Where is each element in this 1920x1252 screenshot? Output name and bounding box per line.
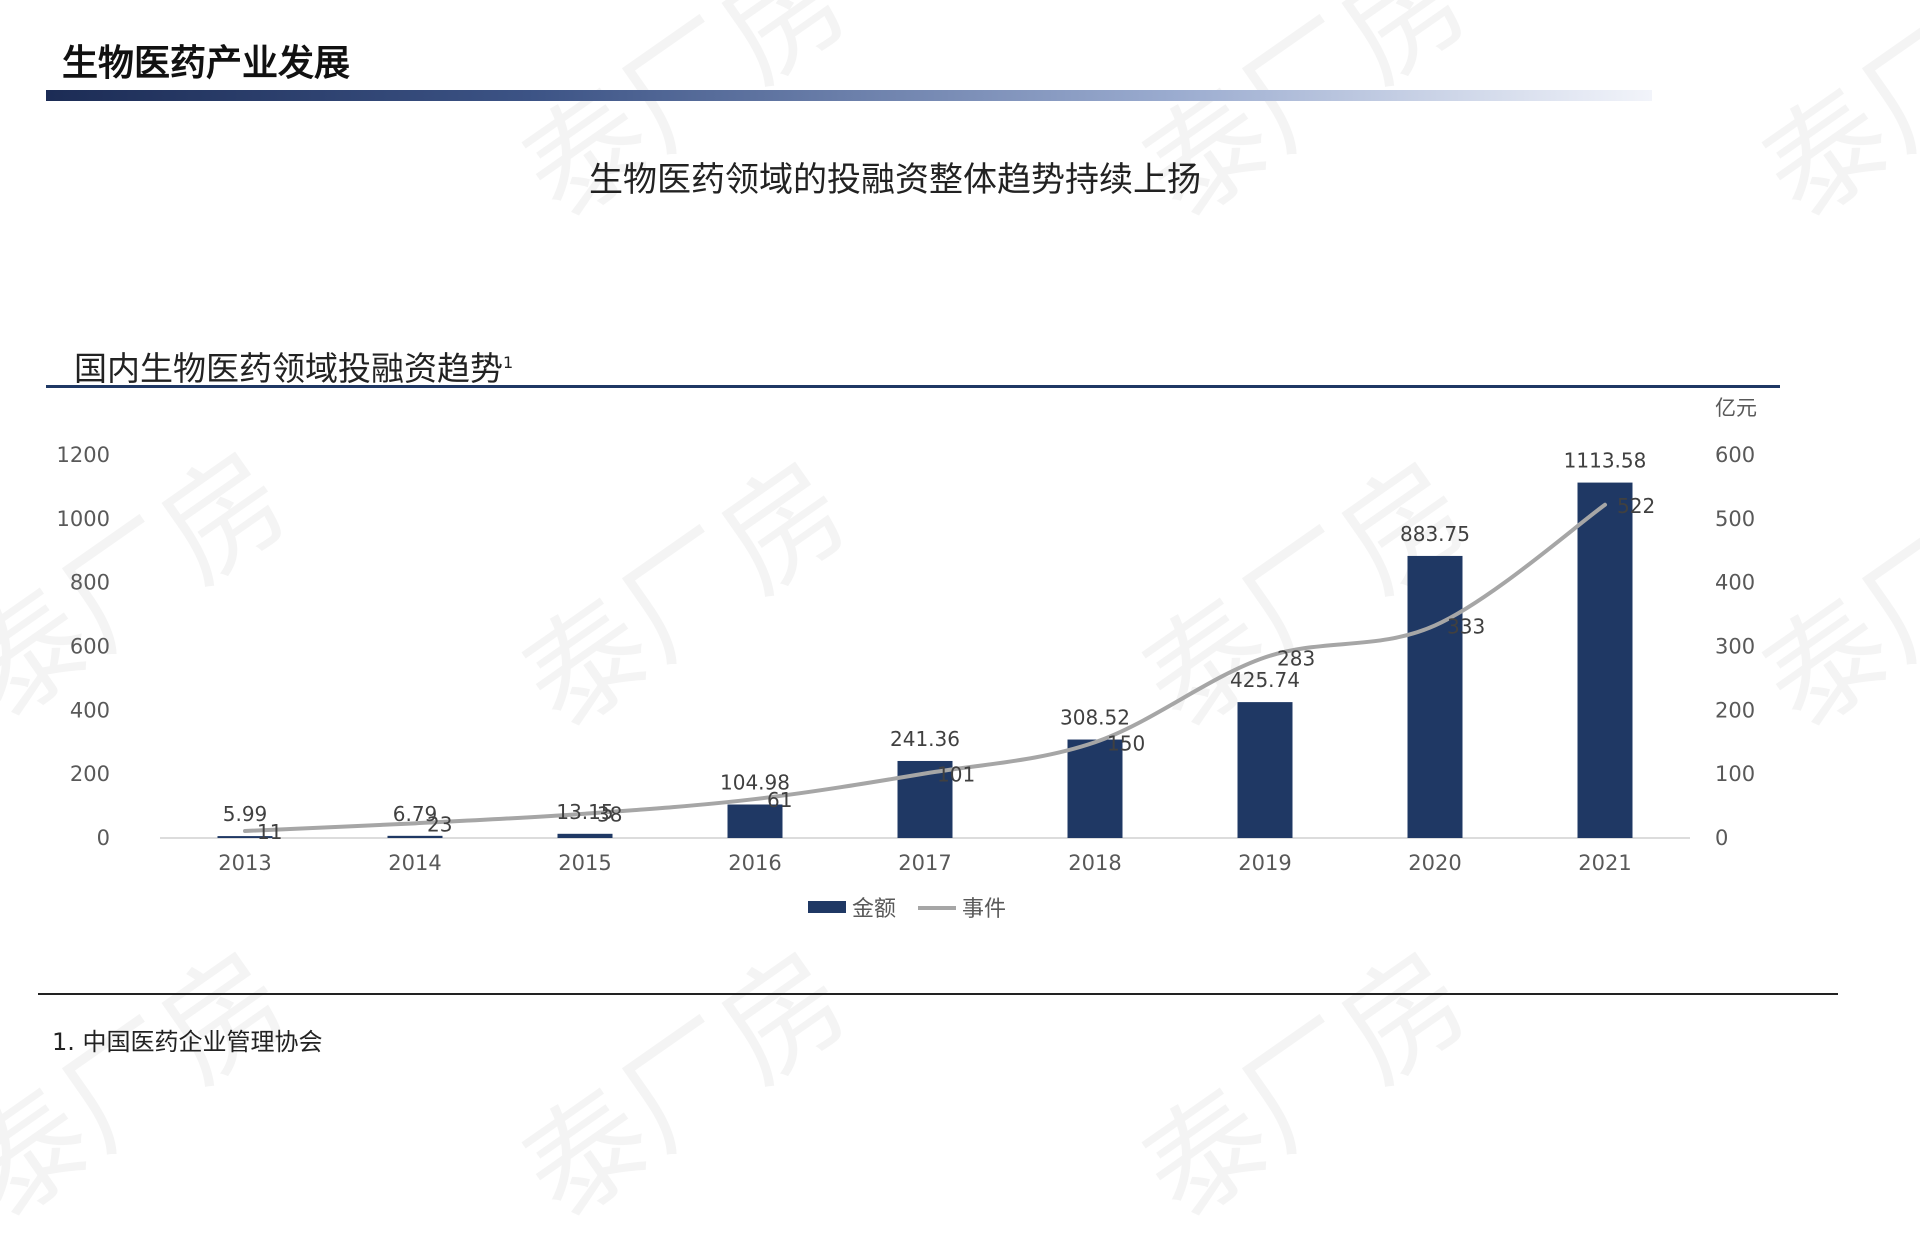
y-left-tick-label: 1200 (57, 443, 110, 467)
y-left-tick-label: 1000 (57, 507, 110, 531)
slide-headline: 生物医药领域的投融资整体趋势持续上扬 (589, 160, 1201, 200)
y-left-tick-label: 0 (97, 826, 110, 850)
bar-data-label: 5.99 (223, 802, 268, 826)
y-right-tick-label: 500 (1715, 507, 1755, 531)
chart-title-footnote-marker: 1 (503, 353, 514, 372)
bar-amount (1067, 739, 1123, 838)
line-data-label: 61 (767, 788, 792, 812)
header-gradient-bar (46, 90, 1652, 101)
combo-chart: 0 200 400 600 800 1000 1200 0 100 200 300 400 500 600… (57, 396, 1757, 922)
x-tick-label: 2014 (388, 851, 441, 875)
legend-label-amount: 金额 (852, 897, 896, 922)
line-data-label: 333 (1447, 614, 1485, 638)
legend-swatch-amount (808, 901, 846, 913)
line-data-label: 101 (937, 763, 975, 787)
y-right-tick-label: 200 (1715, 698, 1755, 722)
line-data-label: 522 (1617, 494, 1655, 518)
y-right-tick-label: 0 (1715, 826, 1728, 850)
x-tick-label: 2020 (1408, 851, 1461, 875)
bar-data-label: 308.52 (1060, 706, 1130, 730)
bar-amount (217, 836, 273, 838)
line-data-label: 283 (1277, 646, 1315, 670)
line-data-label: 23 (427, 812, 452, 836)
bar-data-label: 883.75 (1400, 522, 1470, 546)
footnote: 1. 中国医药企业管理协会 (52, 1028, 323, 1056)
chart-title-rule (46, 385, 1780, 388)
y-left-tick-label: 400 (70, 698, 110, 722)
bar-data-label: 104.98 (720, 770, 790, 794)
y-left-tick-label: 800 (70, 571, 110, 595)
x-tick-label: 2013 (218, 851, 271, 875)
line-data-label: 11 (257, 820, 282, 844)
bar-data-label: 425.74 (1230, 668, 1300, 692)
bar-amount (387, 835, 443, 838)
y-left-tick-label: 600 (70, 635, 110, 659)
bar-amount (557, 833, 613, 838)
y-right-tick-label: 100 (1715, 762, 1755, 786)
chart-title: 国内生物医药领域投融资趋势1 (74, 342, 513, 390)
series-line-events (243, 502, 1607, 833)
section-title: 生物医药产业发展 (62, 43, 351, 84)
x-tick-label: 2015 (558, 851, 611, 875)
x-tick-label: 2017 (898, 851, 951, 875)
chart-title-text: 国内生物医药领域投融资趋势 (74, 349, 503, 388)
y-left-tick-label: 200 (70, 762, 110, 786)
x-tick-label: 2021 (1578, 851, 1631, 875)
x-tick-label: 2019 (1238, 851, 1291, 875)
bar-amount (727, 804, 783, 838)
y-right-tick-label: 400 (1715, 571, 1755, 595)
footnote-divider (38, 993, 1838, 995)
x-tick-label: 2018 (1068, 851, 1121, 875)
x-tick-label: 2016 (728, 851, 781, 875)
y-right-unit-label: 亿元 (1715, 396, 1757, 420)
bar-data-label: 241.36 (890, 727, 960, 751)
line-data-label: 150 (1107, 731, 1145, 755)
legend-label-events: 事件 (962, 897, 1006, 922)
y-right-tick-label: 600 (1715, 443, 1755, 467)
bar-data-label: 13.15 (556, 800, 613, 824)
bar-amount (1577, 482, 1633, 838)
bar-amount (1407, 555, 1463, 838)
bar-data-label: 6.79 (393, 802, 438, 826)
line-data-label: 38 (597, 803, 622, 827)
bar-data-label: 1113.58 (1564, 449, 1647, 473)
bar-amount (1237, 702, 1293, 838)
y-right-tick-label: 300 (1715, 635, 1755, 659)
